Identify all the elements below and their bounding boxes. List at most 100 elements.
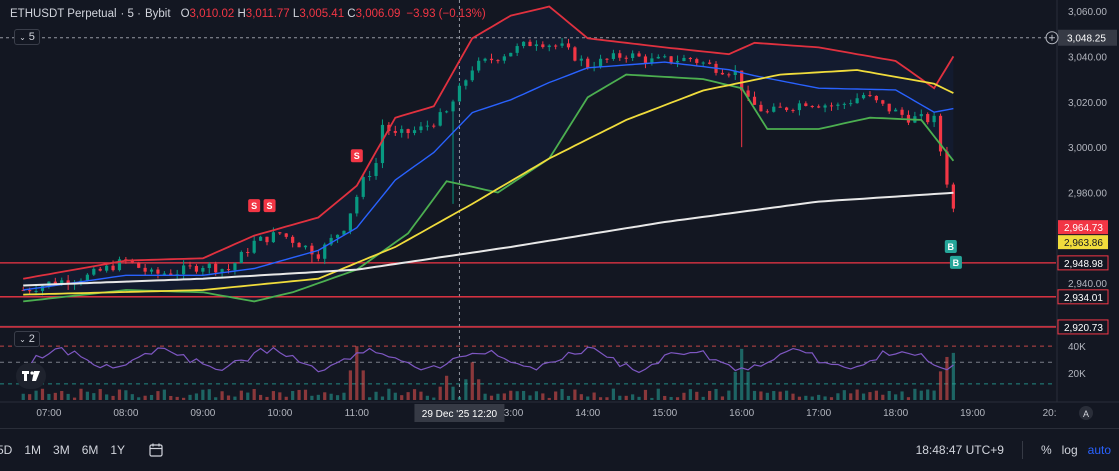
volume-bar [951,352,955,400]
volume-bar [586,396,590,400]
volume-bar [393,392,397,400]
crosshair-time-label: 29 Dec '25 12:20 [422,409,498,420]
volume-bar [566,395,571,400]
candle-body [258,236,263,241]
range-button-3m[interactable]: 3M [53,443,70,457]
candle-body [688,57,692,60]
candle-body [502,56,506,61]
candle-body [489,58,494,61]
time-axis-tick: 11:00 [345,408,370,419]
candle-body [470,70,474,81]
clock-timezone[interactable]: 18:48:47 UTC+9 [915,442,1004,457]
price-axis-tick: 2,980.00 [1068,189,1107,200]
volume-bar [214,397,218,400]
sub-indicators-count: 2 [28,333,35,345]
symbol-name[interactable]: ETHUSDT Perpetual [10,8,117,20]
volume-bars-group [21,346,955,400]
volume-bar [291,390,295,400]
volume-bar [374,391,378,400]
candle-body [624,57,628,59]
volume-bar [246,392,250,400]
sell-signal-label: S [267,201,273,211]
candle-body [534,44,539,47]
candle-body [432,125,436,127]
volume-bar [695,391,699,400]
range-button-5d[interactable]: 5D [0,443,13,457]
buy-signal-label: B [953,258,960,268]
volume-bar [419,391,423,400]
bollinger-upper-line [23,5,955,280]
volume-bar [720,396,725,400]
candle-body [445,111,449,113]
volume-bar [791,393,795,400]
candle-body [598,58,603,68]
volume-bar [874,390,878,400]
candle-body [521,41,526,47]
candle-body [271,232,276,243]
tradingview-logo-icon[interactable] [16,363,46,389]
add-alert-plus-icon [1045,31,1059,45]
candle-body [804,103,808,106]
candle-body [778,106,782,108]
auto-scale-toggle[interactable]: auto [1087,442,1111,457]
volume-bar [528,395,532,400]
candle-body [412,130,417,134]
volume-bar [368,397,372,400]
volume-bar [823,396,827,400]
candle-body [246,251,250,253]
candle-body [188,265,192,267]
volume-bar [740,348,744,400]
sub-indicators-toggle[interactable]: ⌄ 2 [14,331,40,347]
time-axis-tick: 09:00 [190,408,215,419]
range-button-1y[interactable]: 1Y [110,443,126,457]
sell-signal-label: S [354,151,360,161]
candle-body [425,125,429,127]
volume-bar [451,386,455,400]
candle-body [137,262,141,268]
candle-body [631,53,635,59]
time-axis-tick: 07:00 [36,408,61,419]
price-chart[interactable]: S SSBB3,060.003,040.003,020.003,000.002,9… [0,0,1119,428]
volume-bar [284,396,288,400]
time-axis-tick: 08:00 [113,408,138,419]
auto-scale-glyph: A [1083,409,1089,419]
volume-bar [111,395,115,400]
candle-body [720,72,725,75]
candle-body [938,115,943,152]
candle-body [220,269,224,273]
volume-bar [804,395,808,400]
volume-bar [624,395,628,400]
volume-bar [855,389,859,400]
candle-body [438,112,442,126]
volume-bar [675,397,680,400]
volume-bar [470,362,474,400]
candle-body [457,85,462,102]
price-axis-tick: 3,020.00 [1068,98,1107,109]
volume-bar [752,390,757,400]
volume-bar [143,395,147,400]
volume-bar [836,393,840,400]
interval-label: · 5 · [120,8,141,20]
volume-bar [355,346,359,400]
log-scale-toggle[interactable]: log [1061,442,1078,457]
candle-body [226,269,231,271]
volume-bar [541,393,545,400]
volume-bar [669,396,673,400]
volume-bar [817,394,821,400]
range-button-1m[interactable]: 1M [24,443,42,457]
tv-logo-glyph [22,371,40,381]
volume-bar [21,393,25,400]
volume-bar [117,389,122,400]
percent-scale-toggle[interactable]: % [1040,442,1052,457]
candle-body [861,95,866,99]
chevron-down-icon: ⌄ [19,334,26,344]
range-button-6m[interactable]: 6M [81,443,99,457]
open-key: O [180,8,190,20]
calendar-icon[interactable] [149,443,163,457]
candle-body [951,184,955,209]
sell-signal-badge [350,149,363,163]
candle-body [675,61,680,63]
main-indicators-toggle[interactable]: ⌄ 5 [14,29,40,45]
volume-bar [438,386,442,400]
